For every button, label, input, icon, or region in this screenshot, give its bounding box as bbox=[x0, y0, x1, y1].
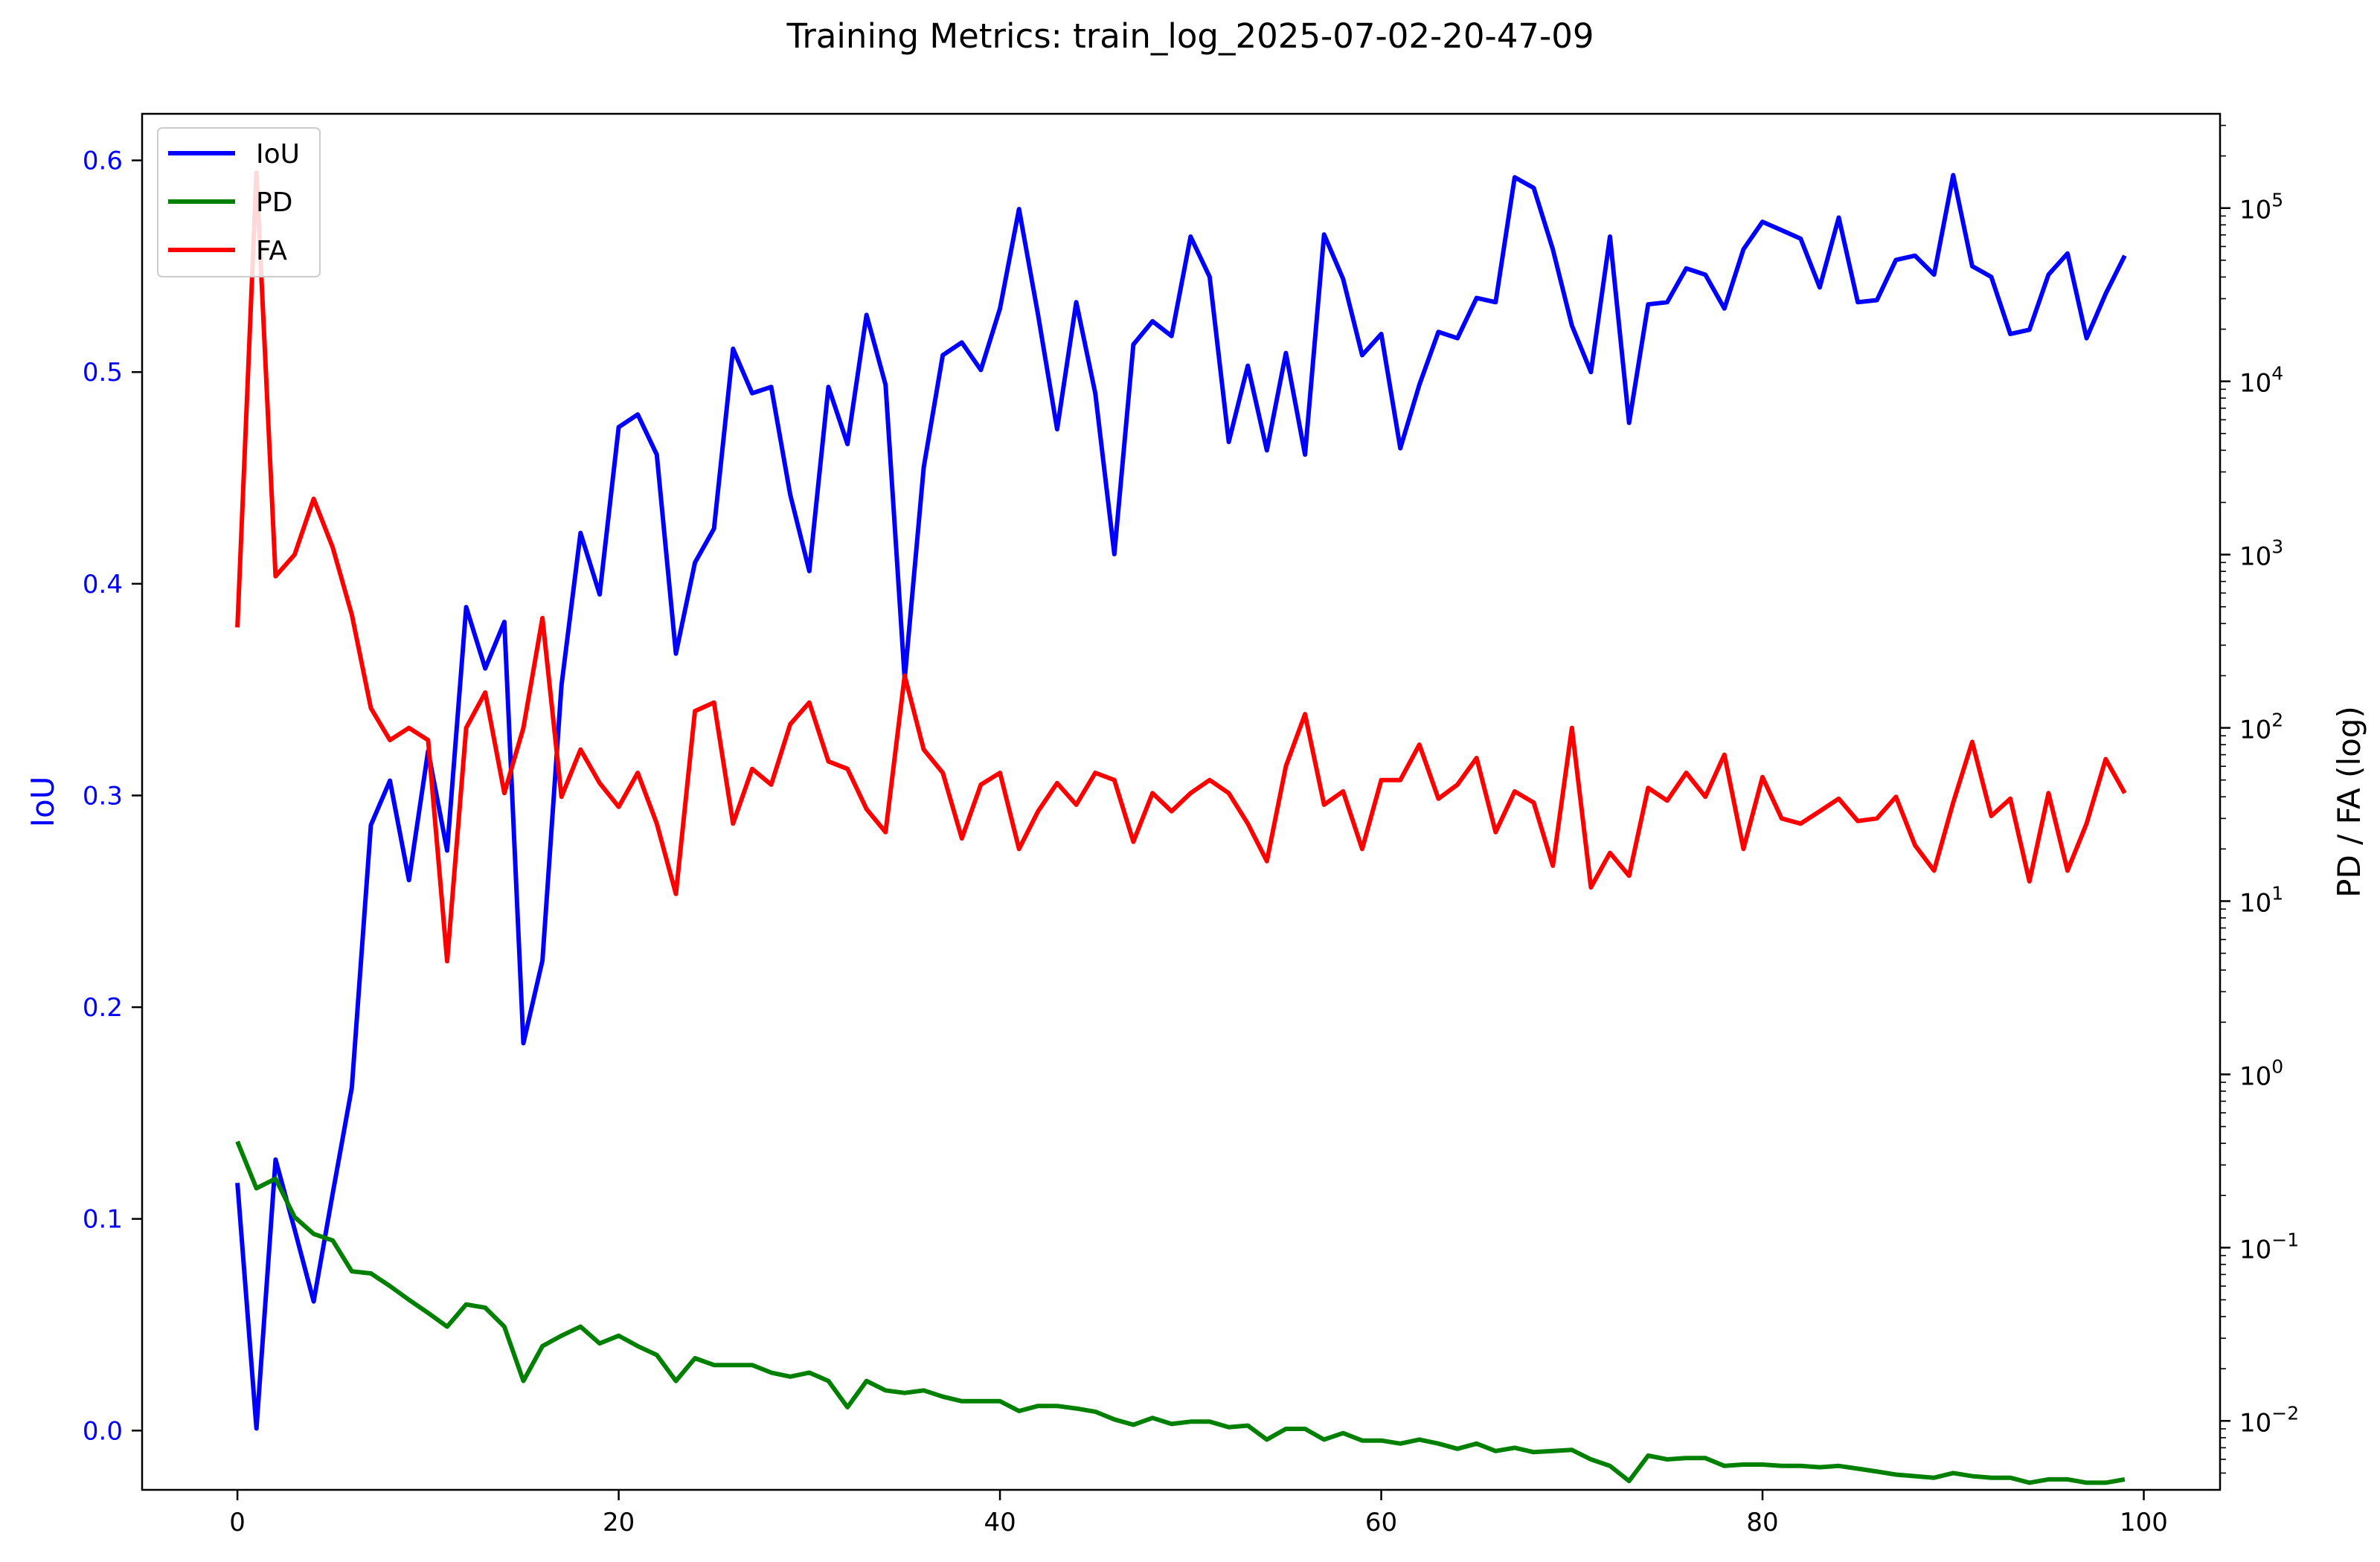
y-right-tick-label: 10−1 bbox=[2239, 1229, 2299, 1264]
y-right-tick-label: 103 bbox=[2239, 536, 2283, 572]
series-layer bbox=[235, 170, 2127, 1485]
y-left-tick-label: 0.3 bbox=[83, 781, 123, 811]
chart-title: Training Metrics: train_log_2025-07-02-2… bbox=[786, 16, 1594, 56]
y-axis-left-label: IoU bbox=[25, 777, 61, 828]
series-line-pd bbox=[235, 1140, 2126, 1485]
legend: IoU PD FA bbox=[157, 127, 321, 277]
y-axis-right-label: PD / FA (log) bbox=[2331, 706, 2367, 898]
y-left-tick-label: 0.0 bbox=[83, 1416, 123, 1446]
y-right-tick-label: 10−2 bbox=[2239, 1402, 2299, 1438]
x-tick-label: 60 bbox=[1365, 1508, 1397, 1537]
plot-frame bbox=[141, 112, 2222, 1491]
series-line-fa bbox=[235, 170, 2127, 964]
x-axis: 0 20 40 60 80 100 bbox=[229, 1490, 2168, 1537]
legend-box bbox=[157, 127, 321, 277]
y-left-tick-label: 0.4 bbox=[83, 570, 123, 600]
y-right-tick-label: 104 bbox=[2239, 363, 2283, 399]
y-right-tick-label: 100 bbox=[2239, 1055, 2283, 1091]
y-right-tick-label: 101 bbox=[2239, 882, 2283, 918]
series-line-iou bbox=[235, 173, 2127, 1431]
legend-label-pd: PD bbox=[256, 187, 292, 218]
x-tick-label: 80 bbox=[1746, 1508, 1778, 1537]
legend-label-fa: FA bbox=[256, 236, 287, 266]
x-tick-label: 0 bbox=[229, 1508, 246, 1537]
y-axis-left: 0.0 0.1 0.2 0.3 0.4 0.5 0.6 bbox=[83, 147, 142, 1446]
y-left-tick-label: 0.2 bbox=[83, 993, 123, 1023]
x-tick-label: 40 bbox=[984, 1508, 1016, 1537]
legend-label-iou: IoU bbox=[256, 139, 300, 170]
y-left-tick-label: 0.1 bbox=[83, 1205, 123, 1235]
x-tick-label: 100 bbox=[2120, 1508, 2168, 1537]
y-right-tick-label: 102 bbox=[2239, 710, 2283, 745]
y-right-tick-label: 105 bbox=[2239, 190, 2283, 225]
x-tick-label: 20 bbox=[603, 1508, 635, 1537]
y-axis-right: 10−2 10−1 100 101 102 103 104 105 bbox=[2220, 124, 2299, 1474]
y-left-tick-label: 0.6 bbox=[83, 147, 123, 176]
y-left-tick-label: 0.5 bbox=[83, 358, 123, 388]
